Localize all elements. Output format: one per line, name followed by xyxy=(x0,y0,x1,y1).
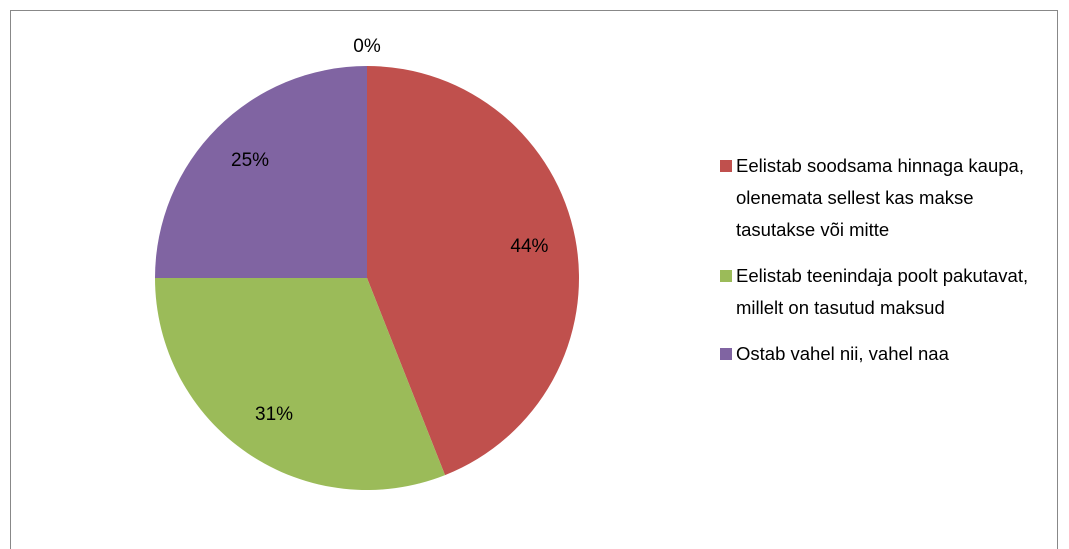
legend: Eelistab soodsama hinnaga kaupa, olenema… xyxy=(720,150,1050,370)
pie-slice xyxy=(155,66,367,278)
legend-label: Ostab vahel nii, vahel naa xyxy=(736,343,949,364)
pie-slice xyxy=(367,66,580,476)
legend-swatch xyxy=(720,270,732,282)
pie-slice xyxy=(155,278,446,490)
data-label: 31% xyxy=(255,404,293,425)
legend-label: Eelistab soodsama hinnaga kaupa, olenema… xyxy=(736,155,1024,240)
legend-swatch xyxy=(720,348,732,360)
legend-item: Ostab vahel nii, vahel naa xyxy=(720,338,1050,370)
data-label: 25% xyxy=(231,150,269,171)
legend-item: Eelistab teenindaja poolt pakutavat, mil… xyxy=(720,260,1050,324)
legend-item: Eelistab soodsama hinnaga kaupa, olenema… xyxy=(720,150,1050,246)
data-label: 44% xyxy=(510,236,548,257)
data-label: 0% xyxy=(353,36,381,57)
legend-label: Eelistab teenindaja poolt pakutavat, mil… xyxy=(736,265,1029,318)
legend-swatch xyxy=(720,160,732,172)
